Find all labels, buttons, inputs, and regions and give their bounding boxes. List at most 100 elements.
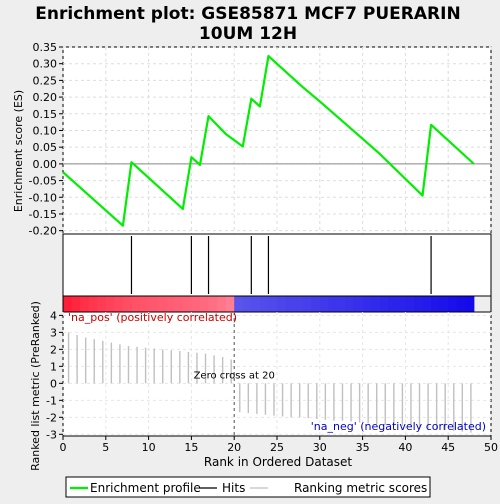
es-y-tick-label: 0.25 (33, 74, 58, 87)
heatmap-cell (285, 296, 295, 312)
legend-hits-label: Hits (222, 481, 245, 495)
heatmap-cell (465, 296, 475, 312)
hits-panel (62, 233, 492, 297)
es-y-tick-label: 0.30 (33, 58, 58, 71)
es-y-tick-label: 0.35 (33, 41, 58, 54)
heatmap-cell (294, 296, 304, 312)
heatmap-cell (379, 296, 389, 312)
enrichment-profile-line (62, 54, 475, 227)
heatmap-cell (431, 296, 441, 312)
es-y-tick-label: -0.15 (29, 208, 57, 221)
legend-box (65, 476, 431, 498)
x-tick-label: 20 (227, 441, 241, 454)
heatmap-cell (71, 296, 81, 312)
heatmap-cell (234, 296, 244, 312)
x-axis: 0 5 10 15 20 25 30 35 40 45 50 (60, 436, 498, 454)
heatmap-cell (174, 296, 184, 312)
x-tick-label: 35 (356, 441, 370, 454)
metric-y-tick-label: -1 (46, 394, 57, 407)
positive-correlation-label: 'na_pos' (positively correlated) (68, 311, 237, 324)
heatmap-cell (165, 296, 175, 312)
heatmap-cell (63, 296, 73, 312)
heatmap-cell (225, 296, 235, 312)
es-y-tick-label: -0.05 (29, 175, 57, 188)
es-y-tick-label: 0.05 (33, 141, 58, 154)
heatmap-cell (371, 296, 381, 312)
heatmap-cell (388, 296, 398, 312)
heatmap-cell (336, 296, 346, 312)
heatmap-cell (422, 296, 432, 312)
heatmap-cell (131, 296, 141, 312)
metric-y-tick-label: -2 (46, 411, 57, 424)
heatmap-cell (277, 296, 287, 312)
es-y-tick-label: -0.20 (29, 225, 57, 238)
zero-cross-label: Zero cross at 20 (194, 370, 275, 381)
metric-y-tick-label: -3 (46, 428, 57, 441)
metric-y-tick-label: 2 (50, 343, 57, 356)
ranked-metric-panel: -3 -2 -1 0 1 2 3 4 Zero cross at 20 'na_pos' (pos… (46, 309, 492, 441)
es-y-tick-label: 0.20 (33, 91, 58, 104)
chart-legend: Enrichment profile Hits Ranking metric sco… (65, 476, 431, 498)
heatmap-cell (157, 296, 167, 312)
heatmap-cell (448, 296, 458, 312)
heatmap-cell (413, 296, 424, 312)
heatmap-cell (251, 296, 261, 312)
heatmap-cell (80, 296, 90, 312)
metric-y-tick-label: 1 (50, 360, 57, 373)
rank-heatmap-bar (62, 295, 492, 313)
heatmap-cell (208, 296, 218, 312)
heatmap-cell (114, 296, 124, 312)
x-tick-label: 10 (142, 441, 156, 454)
heatmap-cell (122, 296, 132, 312)
x-tick-label: 45 (441, 441, 455, 454)
x-tick-label: 30 (313, 441, 327, 454)
heatmap-cell (259, 296, 269, 312)
heatmap-cell (140, 296, 150, 312)
es-y-tick-label: 0.10 (33, 124, 58, 137)
legend-enrichment-profile-label: Enrichment profile (90, 481, 201, 495)
x-tick-label: 50 (484, 441, 498, 454)
heatmap-cell (319, 296, 329, 312)
hits-area (62, 233, 492, 297)
x-tick-label: 25 (270, 441, 284, 454)
heatmap-cell (354, 296, 364, 312)
metric-y-axis-label: Ranked list metric (PreRanked) (29, 301, 42, 471)
es-y-tick-label: 0.15 (33, 108, 58, 121)
es-y-axis-label: Enrichment score (ES) (12, 90, 25, 212)
heatmap-cell (217, 296, 227, 312)
heatmap-cell (105, 296, 115, 312)
heatmap-cell (242, 296, 252, 312)
heatmap-cell (302, 296, 312, 312)
heatmap-cell (88, 296, 98, 312)
x-tick-label: 15 (184, 441, 198, 454)
heatmap-cell (456, 296, 466, 312)
heatmap-cell (345, 296, 355, 312)
heatmap-cell (311, 296, 321, 312)
heatmap-cell (362, 296, 372, 312)
heatmap-cell (396, 296, 406, 312)
heatmap-cell (405, 296, 415, 312)
x-tick-label: 0 (60, 441, 67, 454)
negative-correlation-label: 'na_neg' (negatively correlated) (311, 420, 486, 433)
legend-ranking-metric-scores-label: Ranking metric scores (294, 481, 427, 495)
heatmap-cell (328, 296, 338, 312)
metric-y-tick-label: 4 (50, 309, 57, 322)
es-panel: -0.20 -0.15 -0.10 -0.05 0.00 0.05 0.10 0.15 0.20… (29, 41, 492, 238)
heatmap-cell (268, 296, 278, 312)
metric-y-tick-label: 0 (50, 377, 57, 390)
chart-title-line1: Enrichment plot: GSE85871 MCF7 PUERARIN (35, 4, 460, 24)
es-y-tick-label: -0.10 (29, 191, 57, 204)
heatmap-cell (439, 296, 449, 312)
x-axis-label: Rank in Ordered Dataset (204, 455, 352, 469)
heatmap-cell (199, 296, 210, 312)
metric-y-tick-label: 3 (50, 326, 57, 339)
heatmap-cell (148, 296, 158, 312)
heatmap-cell (182, 296, 192, 312)
chart-title-line2: 10UM 12H (199, 24, 297, 44)
x-tick-label: 5 (102, 441, 109, 454)
x-tick-label: 40 (398, 441, 412, 454)
es-y-tick-label: 0.00 (33, 158, 58, 171)
heatmap-cell (97, 296, 107, 312)
heatmap-cell (191, 296, 201, 312)
